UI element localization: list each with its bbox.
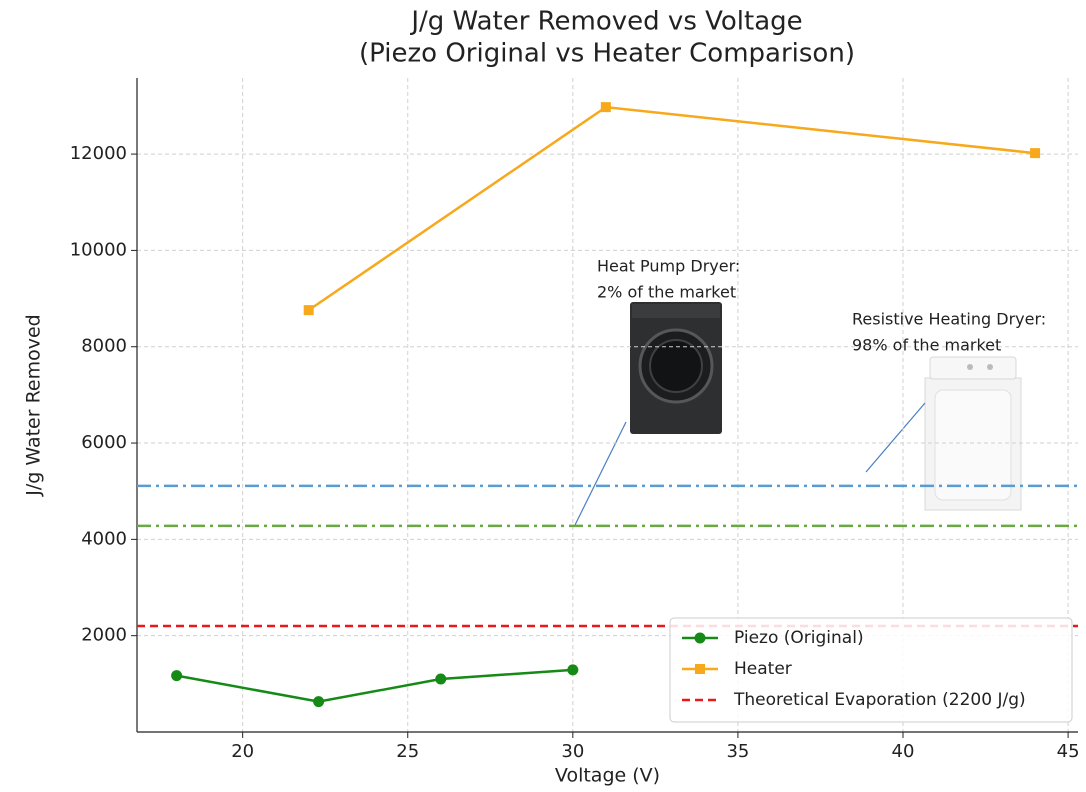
data-point [313,696,325,708]
chart-title: (Piezo Original vs Heater Comparison) [359,39,855,69]
legend-label: Theoretical Evaporation (2200 J/g) [733,690,1026,710]
data-point [303,305,314,316]
data-point [435,673,447,685]
x-tick-label: 35 [726,741,749,762]
legend-marker [695,664,705,674]
legend-marker [694,632,706,644]
y-tick-label: 2000 [81,625,127,646]
legend-label: Piezo (Original) [734,628,864,648]
x-tick-label: 25 [396,741,419,762]
series-line [307,105,1036,312]
annotation-text: 98% of the market [852,336,1001,355]
y-tick-label: 12000 [70,143,127,164]
annotation-text: Resistive Heating Dryer: [852,310,1046,329]
y-tick-label: 4000 [81,528,127,549]
series-line [176,668,573,703]
annotation-arrow [865,402,926,473]
annotation-text: 2% of the market [597,283,736,302]
y-tick-label: 6000 [81,432,127,453]
resistive-dryer-image [924,356,1022,511]
y-axis-label: J/g Water Removed [23,314,45,496]
x-axis-label: Voltage (V) [555,765,660,787]
data-point [1030,148,1041,159]
data-point [567,664,579,676]
heat-pump-dryer-image [630,302,722,434]
y-tick-label: 8000 [81,336,127,357]
x-tick-label: 20 [231,741,254,762]
x-tick-label: 30 [561,741,584,762]
data-point [600,102,611,113]
annotation-arrow [574,421,627,526]
data-point [171,670,183,682]
legend-box [669,617,1073,723]
x-tick-label: 45 [1057,741,1080,762]
x-tick-label: 40 [892,741,915,762]
legend-label: Heater [734,659,792,679]
chart-title: J/g Water Removed vs Voltage [409,7,802,37]
y-tick-label: 10000 [70,239,127,260]
annotation-text: Heat Pump Dryer: [597,257,740,276]
